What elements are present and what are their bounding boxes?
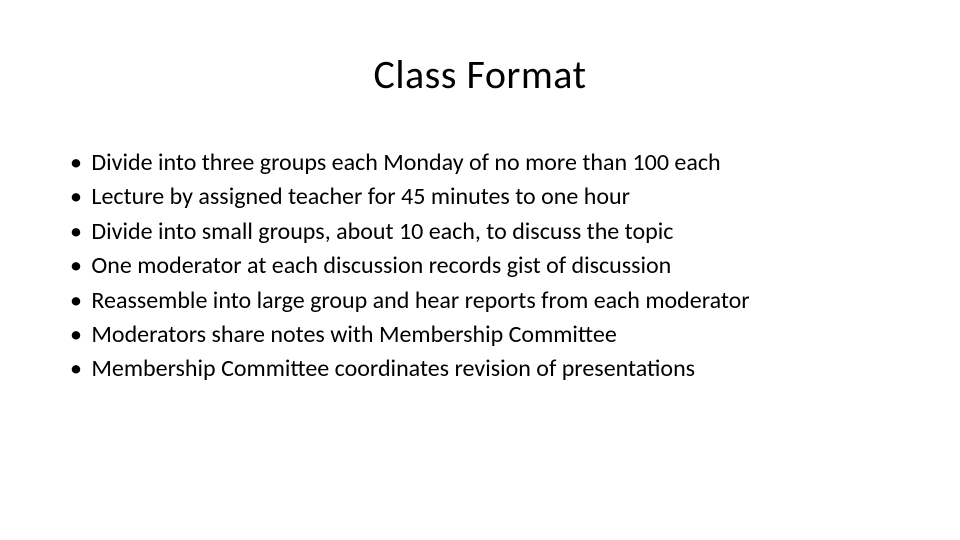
slide-title: Class Format — [70, 50, 890, 99]
list-item: • One moderator at each discussion recor… — [70, 250, 890, 282]
bullet-text: Divide into three groups each Monday of … — [91, 148, 720, 177]
bullet-marker-icon: • — [70, 354, 82, 383]
bullet-text: Moderators share notes with Membership C… — [91, 320, 616, 349]
list-item: • Lecture by assigned teacher for 45 min… — [70, 181, 890, 213]
bullet-text: Membership Committee coordinates revisio… — [91, 354, 695, 383]
list-item: • Membership Committee coordinates revis… — [70, 353, 890, 385]
list-item: • Reassemble into large group and hear r… — [70, 285, 890, 317]
bullet-list: • Divide into three groups each Monday o… — [70, 147, 890, 386]
list-item: • Divide into small groups, about 10 eac… — [70, 216, 890, 248]
bullet-marker-icon: • — [70, 320, 82, 349]
bullet-marker-icon: • — [70, 217, 82, 246]
bullet-marker-icon: • — [70, 182, 82, 211]
bullet-marker-icon: • — [70, 251, 82, 280]
bullet-text: One moderator at each discussion records… — [91, 251, 671, 280]
bullet-text: Divide into small groups, about 10 each,… — [91, 217, 673, 246]
list-item: • Moderators share notes with Membership… — [70, 319, 890, 351]
bullet-marker-icon: • — [70, 286, 82, 315]
list-item: • Divide into three groups each Monday o… — [70, 147, 890, 179]
slide-container: Class Format • Divide into three groups … — [0, 0, 960, 540]
bullet-text: Lecture by assigned teacher for 45 minut… — [91, 182, 630, 211]
bullet-marker-icon: • — [70, 148, 82, 177]
bullet-text: Reassemble into large group and hear rep… — [91, 286, 749, 315]
